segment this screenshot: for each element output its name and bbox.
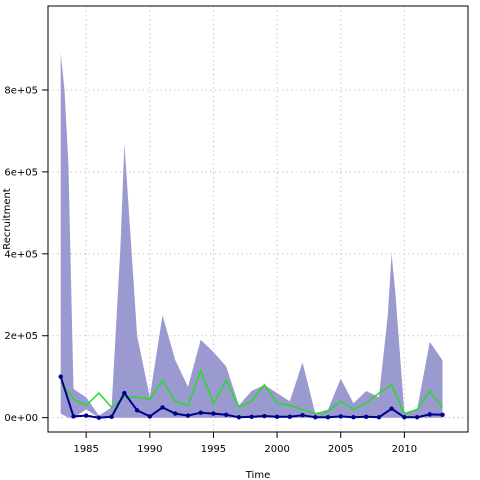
estimate-point — [351, 415, 356, 420]
estimate-series-points — [58, 374, 445, 420]
y-tick-label: 2e+05 — [4, 331, 38, 342]
estimate-point — [300, 413, 305, 418]
estimate-point — [414, 415, 420, 420]
y-tick-label: 8e+05 — [4, 85, 38, 96]
estimate-point — [109, 414, 114, 420]
estimate-point — [236, 415, 242, 420]
estimate-point — [274, 414, 280, 420]
estimate-point — [249, 414, 254, 420]
x-tick-label: 1985 — [73, 444, 98, 455]
x-tick-label: 2000 — [264, 444, 289, 455]
estimate-point — [83, 413, 89, 418]
comparison-series-line — [60, 368, 444, 415]
estimate-point — [402, 415, 407, 420]
y-tick-label: 0e+00 — [4, 413, 38, 424]
estimate-point — [160, 405, 165, 410]
estimate-point — [389, 406, 394, 411]
estimate-point — [376, 415, 382, 420]
estimate-point — [211, 411, 216, 416]
estimate-point — [427, 412, 433, 417]
estimate-point — [147, 414, 153, 419]
y-tick-label: 6e+05 — [4, 167, 38, 178]
estimate-point — [96, 415, 102, 420]
y-axis-title: Recruitment — [2, 188, 13, 250]
estimate-point — [338, 414, 343, 419]
estimate-point — [134, 408, 140, 413]
estimate-point — [198, 410, 203, 415]
estimate-point — [262, 413, 267, 419]
plot-frame — [47, 5, 469, 433]
y-axis: 0e+00 2e+05 4e+05 6e+05 8e+05 — [4, 85, 48, 424]
estimate-point — [223, 412, 229, 417]
estimate-point — [313, 415, 318, 420]
y-tick-label: 4e+05 — [4, 249, 38, 260]
confidence-band — [60, 53, 443, 418]
estimate-point — [173, 411, 178, 416]
estimate-point — [440, 412, 445, 417]
estimate-point — [287, 414, 293, 420]
estimate-point — [122, 390, 127, 396]
x-tick-label: 2005 — [328, 444, 353, 455]
estimate-point — [325, 415, 331, 420]
estimate-point — [58, 374, 63, 379]
gridlines — [48, 6, 468, 432]
estimate-point — [185, 413, 191, 418]
x-axis-title: Time — [245, 470, 270, 480]
estimate-point — [71, 414, 76, 419]
estimate-point — [363, 414, 369, 420]
x-tick-label: 1990 — [137, 444, 162, 455]
x-axis: 1985 1990 1995 2000 2005 2010 — [73, 432, 417, 455]
x-tick-label: 2010 — [392, 444, 417, 455]
x-tick-label: 1995 — [201, 444, 226, 455]
